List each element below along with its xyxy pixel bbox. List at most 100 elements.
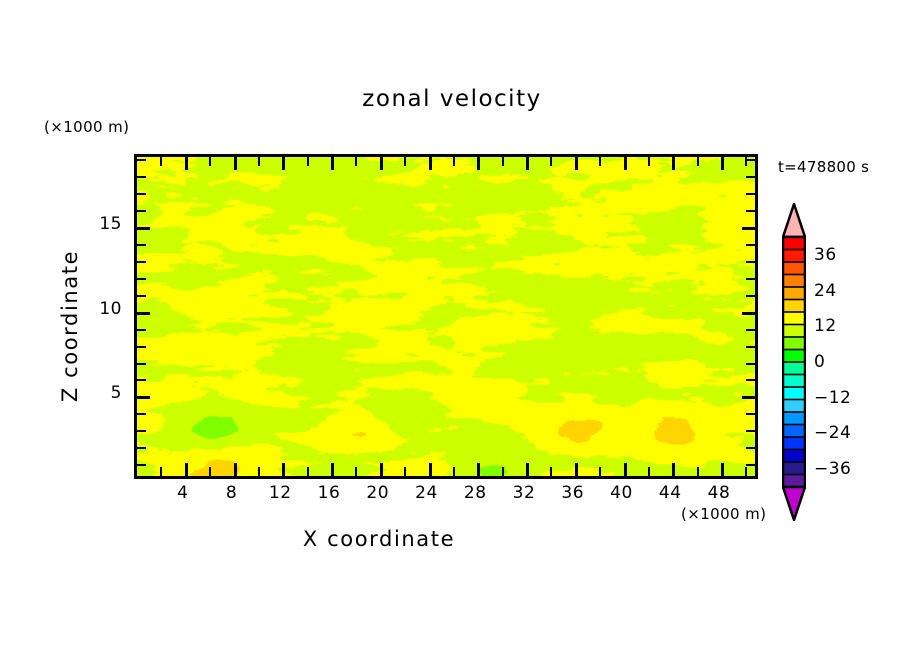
colorbar-band <box>782 311 806 326</box>
colorbar-over-cap <box>782 203 806 239</box>
colorbar-tick-label: 36 <box>814 244 837 265</box>
x-tick-label: 32 <box>512 483 536 503</box>
y-tick <box>137 277 146 280</box>
y-tick <box>137 210 146 213</box>
x-tick-top <box>477 157 481 170</box>
x-tick-top <box>501 157 504 166</box>
x-axis-unit-label: (×1000 m) <box>681 505 767 523</box>
y-tick <box>137 193 146 196</box>
x-tick-top <box>452 157 455 166</box>
contour-field <box>137 157 755 476</box>
y-tick <box>137 328 146 331</box>
colorbar-band <box>782 273 806 289</box>
y-tick <box>137 396 150 400</box>
colorbar-tick-label: 12 <box>814 316 837 337</box>
colorbar-band <box>782 298 806 314</box>
x-tick <box>526 463 529 476</box>
colorbar-tick-label: 24 <box>814 280 837 301</box>
y-tick-right <box>746 193 755 196</box>
x-tick-top <box>184 157 188 170</box>
x-tick <box>209 467 212 476</box>
y-tick-right <box>746 244 755 247</box>
x-tick <box>721 463 724 476</box>
x-tick-top <box>257 157 260 166</box>
x-tick-top <box>428 157 432 170</box>
x-tick <box>257 467 260 476</box>
x-tick-top <box>282 157 286 170</box>
colorbar-tick-label: 0 <box>814 352 826 372</box>
y-tick-label: 10 <box>99 298 122 319</box>
y-tick-right <box>742 227 755 231</box>
x-tick-top <box>331 157 334 170</box>
x-tick-label: 40 <box>610 483 633 503</box>
colorbar-band <box>782 473 806 489</box>
x-axis-title: X coordinate <box>302 527 456 551</box>
colorbar-band <box>782 248 806 264</box>
y-tick <box>137 379 146 382</box>
x-tick-top <box>599 157 602 166</box>
x-tick-label: 24 <box>415 483 438 503</box>
y-tick <box>137 430 146 433</box>
colorbar-band <box>782 423 806 439</box>
y-tick <box>137 260 146 263</box>
colorbar-under-cap <box>782 485 806 521</box>
y-tick <box>137 176 146 179</box>
x-tick <box>599 467 602 476</box>
y-tick <box>137 345 146 348</box>
x-tick-top <box>623 157 627 170</box>
colorbar-tick-label: −12 <box>814 387 852 408</box>
x-tick <box>184 463 188 476</box>
colorbar-band <box>782 286 806 301</box>
x-tick-top <box>526 157 529 170</box>
y-tick <box>137 362 146 365</box>
y-tick <box>137 227 150 231</box>
x-tick-label: 44 <box>658 483 682 503</box>
y-tick-label: 5 <box>110 383 122 404</box>
y-tick-right <box>742 311 755 315</box>
x-tick-top <box>745 157 748 166</box>
x-tick <box>452 467 455 476</box>
x-tick-top <box>160 157 163 166</box>
x-tick-label: 48 <box>707 483 731 503</box>
colorbar-band <box>782 411 806 426</box>
y-tick <box>137 447 146 450</box>
x-tick-top <box>379 157 383 170</box>
x-tick <box>160 467 163 476</box>
colorbar-swatches <box>782 203 806 521</box>
y-tick <box>137 464 146 467</box>
colorbar-band <box>782 323 806 339</box>
x-tick <box>233 463 237 476</box>
y-tick-right <box>746 464 755 467</box>
y-tick <box>137 294 146 297</box>
y-tick <box>137 311 150 315</box>
x-tick-label: 8 <box>225 483 238 503</box>
y-tick-right <box>746 328 755 331</box>
time-annotation: t=478800 s <box>778 158 870 176</box>
x-tick-top <box>404 157 407 166</box>
colorbar-tick-label: −36 <box>814 459 852 480</box>
y-tick-right <box>746 345 755 348</box>
y-tick-right <box>746 210 755 213</box>
colorbar-band <box>782 398 806 414</box>
page-title: zonal velocity <box>362 86 542 112</box>
y-tick-right <box>746 176 755 179</box>
colorbar-band <box>782 448 806 464</box>
x-tick-label: 20 <box>366 483 390 503</box>
y-tick-right <box>746 362 755 365</box>
x-tick <box>306 467 309 476</box>
colorbar-tick-label: −24 <box>814 423 852 444</box>
x-tick-top <box>233 157 237 170</box>
y-tick-right <box>742 396 755 400</box>
y-tick-right <box>746 447 755 450</box>
x-tick <box>550 467 553 476</box>
contour-plot-area <box>134 154 758 479</box>
colorbar-band <box>782 336 806 351</box>
x-tick-top <box>550 157 553 166</box>
y-tick <box>137 159 146 162</box>
colorbar-band <box>782 348 806 364</box>
y-tick-right <box>746 159 755 162</box>
y-axis-unit-label: (×1000 m) <box>44 118 130 136</box>
colorbar-band <box>782 361 806 376</box>
colorbar-band <box>782 261 806 276</box>
